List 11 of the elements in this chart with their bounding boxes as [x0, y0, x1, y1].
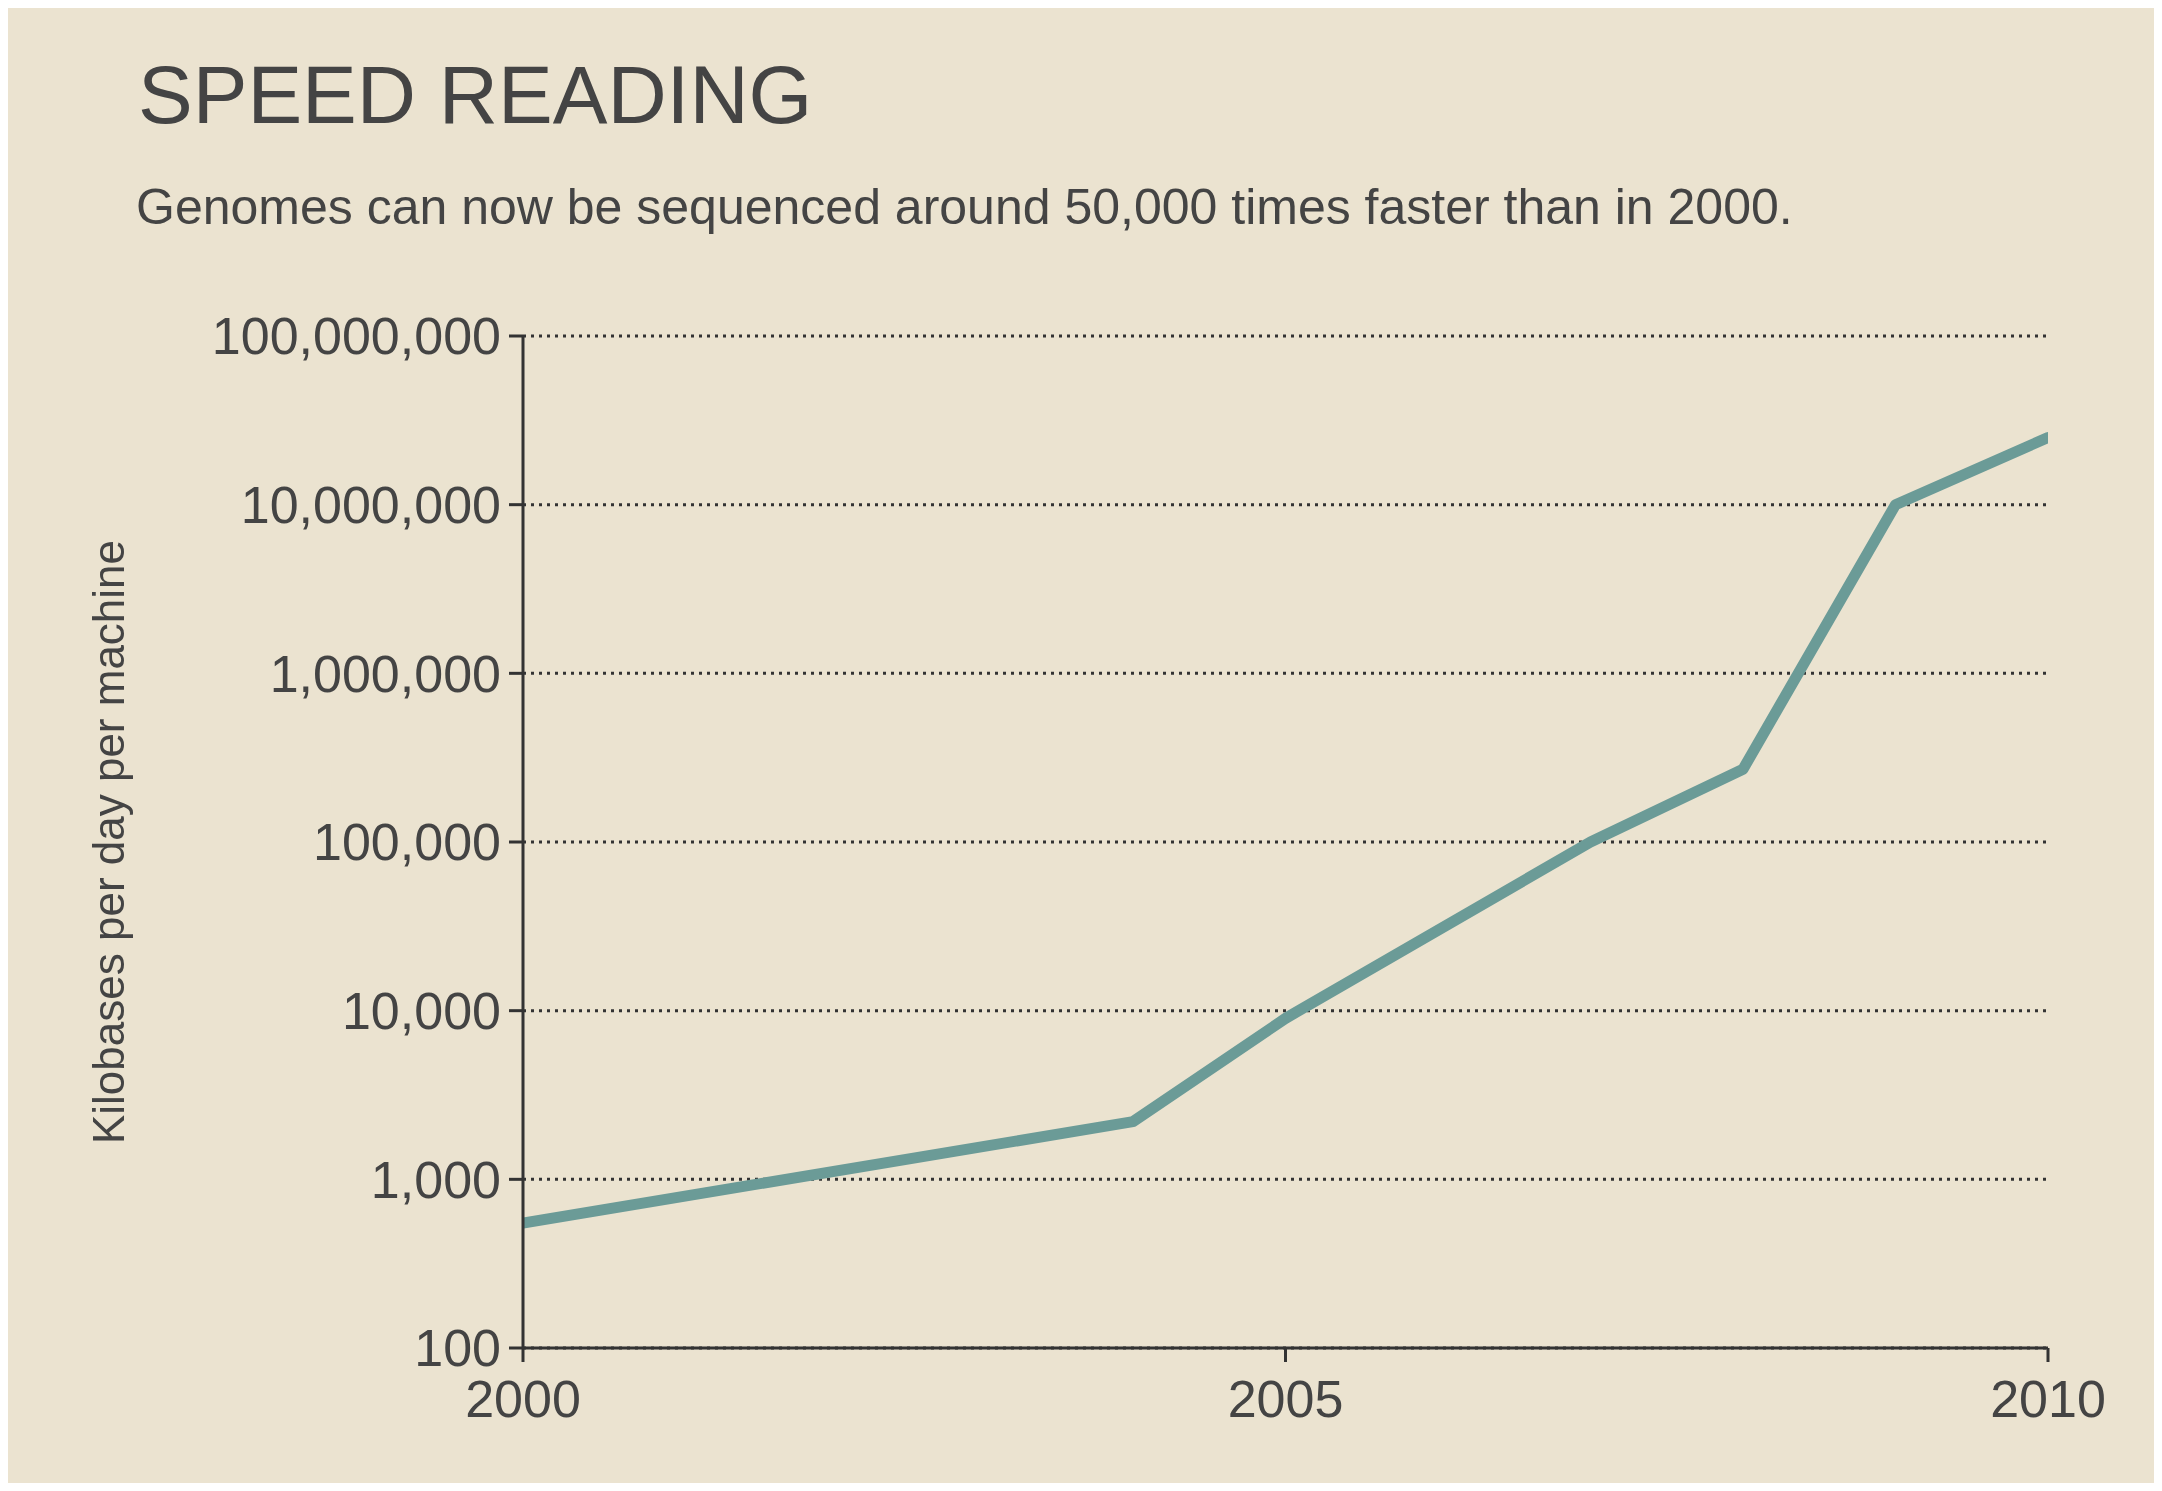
- chart-title: SPEED READING: [138, 48, 813, 142]
- y-tick-label: 100,000,000: [211, 307, 501, 366]
- y-tick-label: 1,000,000: [269, 644, 501, 703]
- y-tick-label: 10,000,000: [240, 476, 501, 535]
- y-axis-title: Kilobases per day per machine: [83, 539, 133, 1145]
- chart-subtitle: Genomes can now be sequenced around 50,000 times faster than in 2000.: [136, 178, 1793, 236]
- x-tick-label: 2005: [1227, 1369, 1344, 1428]
- x-tick-label: 2010: [1990, 1369, 2106, 1428]
- y-tick-label: 1,000: [370, 1150, 501, 1209]
- y-tick-label: 10,000: [341, 982, 501, 1041]
- y-tick-label: 100,000: [313, 813, 501, 872]
